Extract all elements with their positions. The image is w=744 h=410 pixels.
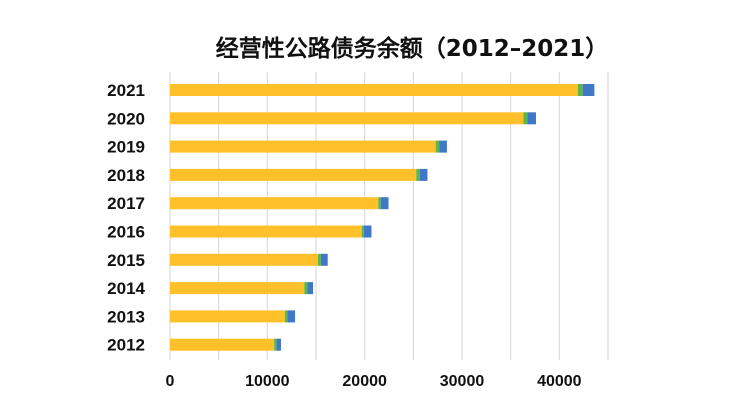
bar-2021-segment-1 bbox=[170, 84, 578, 96]
x-axis-tick-labels: 0 10000 20000 30000 40000 bbox=[166, 373, 582, 390]
x-tick-label: 40000 bbox=[537, 373, 582, 390]
bar-2013-segment-1 bbox=[170, 310, 285, 323]
bar-2014-segment-1 bbox=[170, 282, 305, 295]
bar-2015-segment-3 bbox=[320, 253, 328, 266]
bar-2013-segment-3 bbox=[287, 310, 296, 323]
bar-2020-segment-3 bbox=[527, 112, 536, 125]
category-label: 2019 bbox=[107, 138, 145, 157]
bar-2017-segment-1 bbox=[170, 197, 379, 210]
bar-2016-segment-1 bbox=[170, 225, 362, 238]
category-labels: 2021 2020 2019 2018 2017 2016 2015 2014 2013 2012 bbox=[107, 81, 145, 355]
chart-title: 经营性公路债务余额（2012–2021） bbox=[216, 35, 609, 62]
bar-2019-segment-1 bbox=[170, 140, 436, 153]
category-label: 2014 bbox=[107, 279, 145, 298]
bar-2020-segment-2 bbox=[523, 112, 528, 125]
category-label: 2021 bbox=[107, 81, 145, 100]
x-tick-label: 10000 bbox=[245, 373, 290, 390]
category-label: 2020 bbox=[107, 109, 145, 128]
bar-2014-segment-3 bbox=[307, 282, 314, 295]
bar-2019-segment-3 bbox=[439, 140, 447, 153]
bar-2018-segment-1 bbox=[170, 168, 417, 181]
bar-2021-segment-3 bbox=[582, 84, 595, 96]
x-tick-label: 0 bbox=[166, 373, 175, 390]
x-tick-label: 20000 bbox=[342, 373, 387, 390]
bar-2015-segment-2 bbox=[317, 253, 321, 266]
bar-2018-segment-2 bbox=[416, 168, 420, 181]
bar-2017-segment-2 bbox=[378, 197, 381, 210]
bar-2014-segment-2 bbox=[304, 282, 308, 295]
category-label: 2015 bbox=[107, 251, 145, 270]
bar-2015-segment-1 bbox=[170, 253, 318, 266]
category-label: 2018 bbox=[107, 166, 145, 185]
category-label: 2016 bbox=[107, 223, 145, 242]
bar-2012-segment-3 bbox=[276, 338, 281, 351]
bar-2021-segment-2 bbox=[577, 84, 583, 96]
bar-2019-segment-2 bbox=[435, 140, 440, 153]
x-tick-label: 30000 bbox=[440, 373, 485, 390]
bar-2016-segment-2 bbox=[361, 225, 364, 238]
bar-2016-segment-3 bbox=[363, 225, 372, 238]
bar-2017-segment-3 bbox=[380, 197, 389, 210]
category-label: 2012 bbox=[107, 336, 145, 355]
bars bbox=[170, 84, 595, 351]
bar-2012-segment-1 bbox=[170, 338, 275, 351]
category-label: 2013 bbox=[107, 307, 145, 326]
bar-2020-segment-1 bbox=[170, 112, 524, 125]
bar-2018-segment-3 bbox=[419, 168, 428, 181]
bar-2013-segment-2 bbox=[284, 310, 288, 323]
category-label: 2017 bbox=[107, 194, 145, 213]
bar-2012-segment-2 bbox=[274, 338, 277, 351]
